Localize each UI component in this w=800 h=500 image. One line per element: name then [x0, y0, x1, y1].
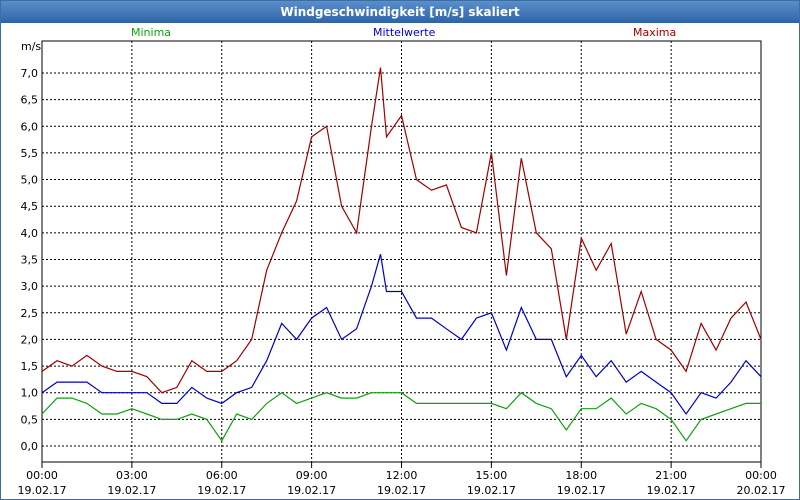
- y-tick-label: 2,5: [21, 307, 39, 320]
- x-tick-date-label: 19.02.17: [647, 484, 696, 497]
- wind-speed-chart: 0,0 0,5 1,0 1,5 2,0 2,5 3,0 3,5 4,0 4,5 5,0 5,5 6,0 6…: [18, 40, 786, 497]
- y-tick-label: 5,0: [21, 174, 39, 187]
- y-tick-label: 0,0: [21, 440, 39, 453]
- x-tick-time-label: 03:00: [116, 469, 148, 482]
- y-tick-label: 4,0: [21, 227, 39, 240]
- x-tick-date-label: 19.02.17: [377, 484, 426, 497]
- y-tick-label: 4,5: [21, 200, 39, 213]
- y-tick-label: 3,5: [21, 253, 39, 266]
- window-title: Windgeschwindigkeit [m/s] skaliert: [1, 1, 799, 23]
- x-tick-time-label: 21:00: [655, 469, 687, 482]
- x-tick-date-label: 19.02.17: [557, 484, 606, 497]
- x-tick-time-label: 00:00: [745, 469, 777, 482]
- y-tick-label: 7,0: [21, 67, 39, 80]
- series-line-mittelwerte: [41, 254, 762, 416]
- y-axis-label: m/s: [21, 40, 41, 53]
- x-tick-time-label: 12:00: [386, 469, 418, 482]
- y-tick-label: 1,0: [21, 387, 39, 400]
- y-tick-label: 1,5: [21, 360, 39, 373]
- x-tick-date-label: 19.02.17: [287, 484, 336, 497]
- y-tick-label: 2,0: [21, 333, 39, 346]
- x-tick-time-label: 18:00: [565, 469, 597, 482]
- y-tick-label: 5,5: [21, 147, 39, 160]
- y-tick-label: 3,0: [21, 280, 39, 293]
- legend-mittelwerte: Mittelwerte: [373, 26, 436, 39]
- series-line-minima: [41, 391, 761, 442]
- x-tick-time-label: 09:00: [296, 469, 328, 482]
- x-tick-date-label: 19.02.17: [467, 484, 516, 497]
- x-tick-date-label: 19.02.17: [197, 484, 246, 497]
- x-tick-date-label: 20.02.17: [737, 484, 786, 497]
- series-line-maxima: [41, 67, 762, 394]
- y-tick-label: 6,0: [21, 120, 39, 133]
- y-tick-label: 0,5: [21, 413, 39, 426]
- x-tick-date-label: 19.02.17: [107, 484, 156, 497]
- x-tick-time-label: 00:00: [26, 469, 58, 482]
- legend-minima: Minima: [131, 26, 172, 39]
- x-tick-date-label: 19.02.17: [18, 484, 67, 497]
- x-tick-time-label: 15:00: [476, 469, 508, 482]
- x-tick-time-label: 06:00: [206, 469, 238, 482]
- y-tick-label: 6,5: [21, 94, 39, 107]
- legend-maxima: Maxima: [633, 26, 677, 39]
